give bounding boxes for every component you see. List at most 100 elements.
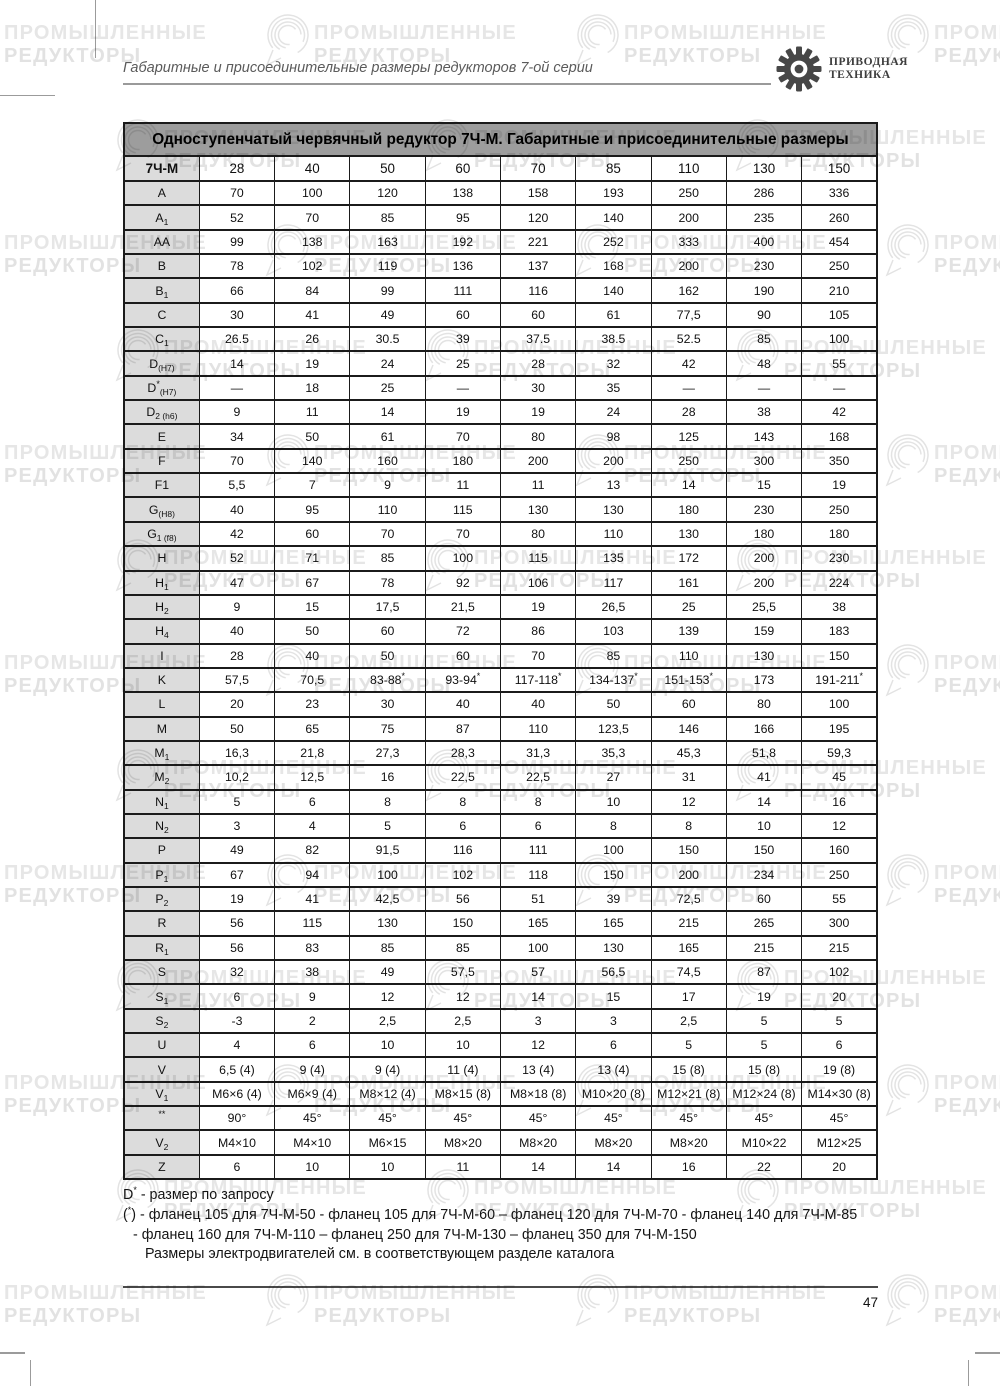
dimension-value-cell: 42: [801, 399, 878, 426]
dimension-value-cell: 13: [575, 472, 652, 499]
dimension-value-cell: 100: [801, 326, 878, 353]
table-title: Одноступенчатый червячный редуктор 7Ч-М.…: [123, 122, 878, 157]
dimension-value-cell: 31: [650, 764, 727, 791]
param-label-cell: S: [123, 958, 200, 986]
dimension-value-cell: 160: [349, 447, 426, 475]
table-row: H4 40 50 60 72 86 103 139 159 183: [123, 618, 878, 645]
dimension-value-cell: 85: [349, 934, 426, 962]
dimension-value-cell: 49: [198, 837, 276, 864]
dimension-value-cell: 173: [725, 666, 803, 694]
dimension-value-cell: 66: [198, 277, 276, 304]
dimension-value-cell: 85: [424, 934, 501, 962]
dimension-value-cell: 11: [424, 472, 501, 499]
dimension-value-cell: 26: [274, 326, 351, 353]
dimension-value-cell: 5: [650, 1032, 727, 1059]
dimension-value-cell: 60: [349, 618, 426, 645]
dimension-value-cell: 45°: [499, 1105, 577, 1132]
dimension-value-cell: 250: [801, 496, 878, 523]
dimension-value-cell: 250: [650, 179, 727, 207]
dimension-value-cell: 55: [801, 350, 878, 377]
dimension-value-cell: 11: [274, 399, 351, 426]
size-column-header: 60: [424, 155, 501, 182]
dimension-value-cell: 85: [349, 545, 426, 572]
dimension-value-cell: 7: [274, 472, 351, 499]
dimension-value-cell: 215: [801, 934, 878, 962]
dimension-value-cell: 110: [349, 496, 426, 523]
dimension-value-cell: 110: [650, 642, 727, 669]
table-row: B 78 102 119 136 137 168 200 230 250: [123, 253, 878, 280]
dimension-value-cell: 130: [725, 642, 803, 669]
table-row: V 6,5 (4) 9 (4) 9 (4) 11 (4) 13 (4) 13 (4) 15 (…: [123, 1056, 878, 1083]
dimension-value-cell: 250: [801, 861, 878, 888]
dimension-value-cell: 117: [575, 569, 652, 596]
dimension-value-cell: —: [198, 374, 276, 402]
table-row: S1 6 9 12 12 14 15 17 19 20: [123, 983, 878, 1010]
dimension-value-cell: 20: [801, 1153, 878, 1181]
dimension-value-cell: 52: [198, 545, 276, 572]
dimension-value-cell: 24: [349, 350, 426, 377]
dimension-value-cell: 42: [650, 350, 727, 377]
dimension-value-cell: 130: [499, 496, 577, 523]
dimension-value-cell: 9: [274, 983, 351, 1010]
table-row: F1 5,5 7 9 11 11 13 14 15 19: [123, 472, 878, 499]
dimension-value-cell: 10: [349, 1032, 426, 1059]
dimension-value-cell: 135: [575, 545, 652, 572]
dimension-value-cell: 19: [801, 472, 878, 499]
dimension-value-cell: 4: [274, 812, 351, 840]
dimension-value-cell: 67: [274, 569, 351, 596]
dimension-value-cell: 21,5: [424, 593, 501, 621]
dimension-value-cell: 75: [349, 715, 426, 742]
dimension-value-cell: 16,3: [198, 739, 276, 767]
param-label-cell: N2: [123, 812, 200, 840]
dimension-value-cell: 77,5: [650, 301, 727, 329]
dimension-value-cell: —: [424, 374, 501, 402]
param-label-cell: R: [123, 910, 200, 937]
dimension-value-cell: 159: [725, 618, 803, 645]
dimension-value-cell: 260: [801, 204, 878, 231]
dimension-value-cell: 221: [499, 228, 577, 256]
dimension-value-cell: 30: [198, 301, 276, 329]
dimension-value-cell: 40: [499, 691, 577, 718]
dimension-value-cell: 82: [274, 837, 351, 864]
dimension-value-cell: 38.5: [575, 326, 652, 353]
dimension-value-cell: 180: [650, 496, 727, 523]
dimension-value-cell: 99: [349, 277, 426, 304]
dimension-value-cell: 30.5: [349, 326, 426, 353]
param-label-cell: E: [123, 423, 200, 450]
dimension-value-cell: —: [725, 374, 803, 402]
dimension-value-cell: 65: [274, 715, 351, 742]
dimension-value-cell: 60: [424, 301, 501, 329]
param-label-cell: V1: [123, 1080, 200, 1108]
dimension-value-cell: 183: [801, 618, 878, 645]
dimension-value-cell: 52: [198, 204, 276, 231]
dimension-value-cell: 40: [424, 691, 501, 718]
table-row: H1 47 67 78 92 106 117 161 200 224: [123, 569, 878, 596]
dimension-value-cell: 85: [349, 204, 426, 231]
dimension-value-cell: 12: [499, 1032, 577, 1059]
table-row: A 70 100 120 138 158 193 250 286 336: [123, 179, 878, 207]
dimension-value-cell: 91,5: [349, 837, 426, 864]
param-label-cell: L: [123, 691, 200, 718]
dimension-value-cell: 400: [725, 228, 803, 256]
dimension-value-cell: 45,3: [650, 739, 727, 767]
param-label-cell: V2: [123, 1129, 200, 1156]
dimension-value-cell: 60: [424, 642, 501, 669]
footnote-line: Размеры электродвигателей см. в соответс…: [145, 1246, 615, 1263]
dimension-value-cell: 163: [349, 228, 426, 256]
dimension-value-cell: 162: [650, 277, 727, 304]
dimension-value-cell: 136: [424, 253, 501, 280]
dimension-value-cell: 6: [198, 1153, 276, 1181]
dimension-value-cell: 168: [575, 253, 652, 280]
dimension-value-cell: 26,5: [575, 593, 652, 621]
dimension-value-cell: 38: [725, 399, 803, 426]
dimension-value-cell: 15: [274, 593, 351, 621]
dimension-value-cell: 20: [198, 691, 276, 718]
dimension-value-cell: 118: [499, 861, 577, 888]
dimension-value-cell: 94: [274, 861, 351, 888]
dimension-value-cell: 102: [274, 253, 351, 280]
dimension-value-cell: 48: [725, 350, 803, 377]
dimension-value-cell: 95: [424, 204, 501, 231]
dimension-value-cell: 10,2: [198, 764, 276, 791]
dimension-value-cell: 9: [198, 399, 276, 426]
